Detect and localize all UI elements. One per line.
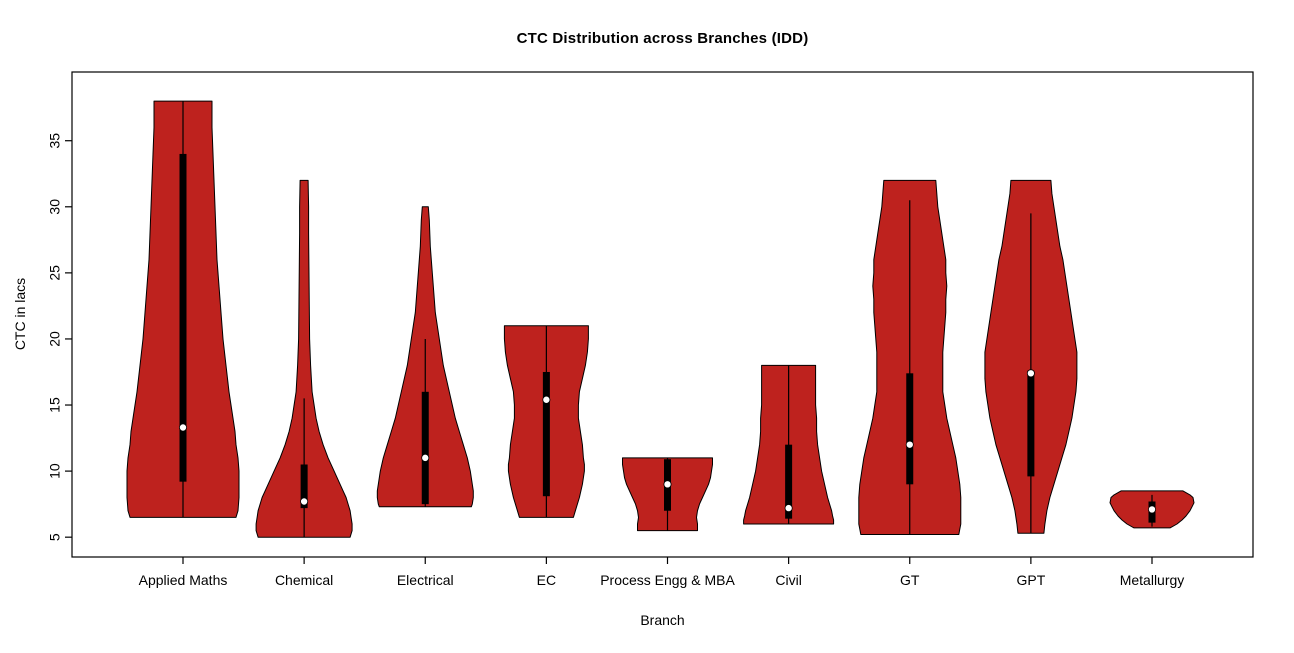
y-axis-label: CTC in lacs [12, 277, 28, 351]
x-tick-label: Electrical [397, 572, 454, 588]
iqr-box [785, 444, 793, 519]
y-tick-label: 20 [47, 331, 63, 347]
median-dot [784, 504, 793, 513]
y-tick-label: 5 [47, 533, 63, 541]
x-tick-label: GT [900, 572, 920, 588]
y-tick-label: 25 [47, 265, 63, 281]
iqr-box [300, 464, 308, 509]
iqr-box [542, 371, 550, 497]
y-tick-label: 10 [47, 463, 63, 479]
median-dot [905, 440, 914, 449]
median-dot [1148, 505, 1157, 514]
iqr-box [906, 373, 914, 485]
y-tick-label: 35 [47, 133, 63, 149]
x-tick-label: Chemical [275, 572, 333, 588]
chart-title: CTC Distribution across Branches (IDD) [516, 30, 809, 47]
iqr-box [179, 153, 187, 482]
iqr-box [1027, 370, 1035, 477]
x-tick-label: Applied Maths [139, 572, 228, 588]
x-tick-label: EC [537, 572, 556, 588]
median-dot [300, 497, 309, 506]
x-tick-label: GPT [1016, 572, 1045, 588]
x-tick-label: Process Engg & MBA [600, 572, 735, 588]
violin-chemical [255, 179, 353, 538]
median-dot [663, 480, 672, 489]
x-tick-label: Civil [775, 572, 801, 588]
iqr-box [421, 391, 429, 505]
median-dot [421, 453, 430, 462]
plot-border [71, 71, 1254, 558]
y-tick-label: 30 [47, 199, 63, 215]
x-tick-label: Metallurgy [1120, 572, 1185, 588]
median-dot [1026, 369, 1035, 378]
y-tick-label: 15 [47, 397, 63, 413]
median-dot [178, 423, 187, 432]
x-axis-label: Branch [640, 612, 685, 628]
median-dot [542, 395, 551, 404]
